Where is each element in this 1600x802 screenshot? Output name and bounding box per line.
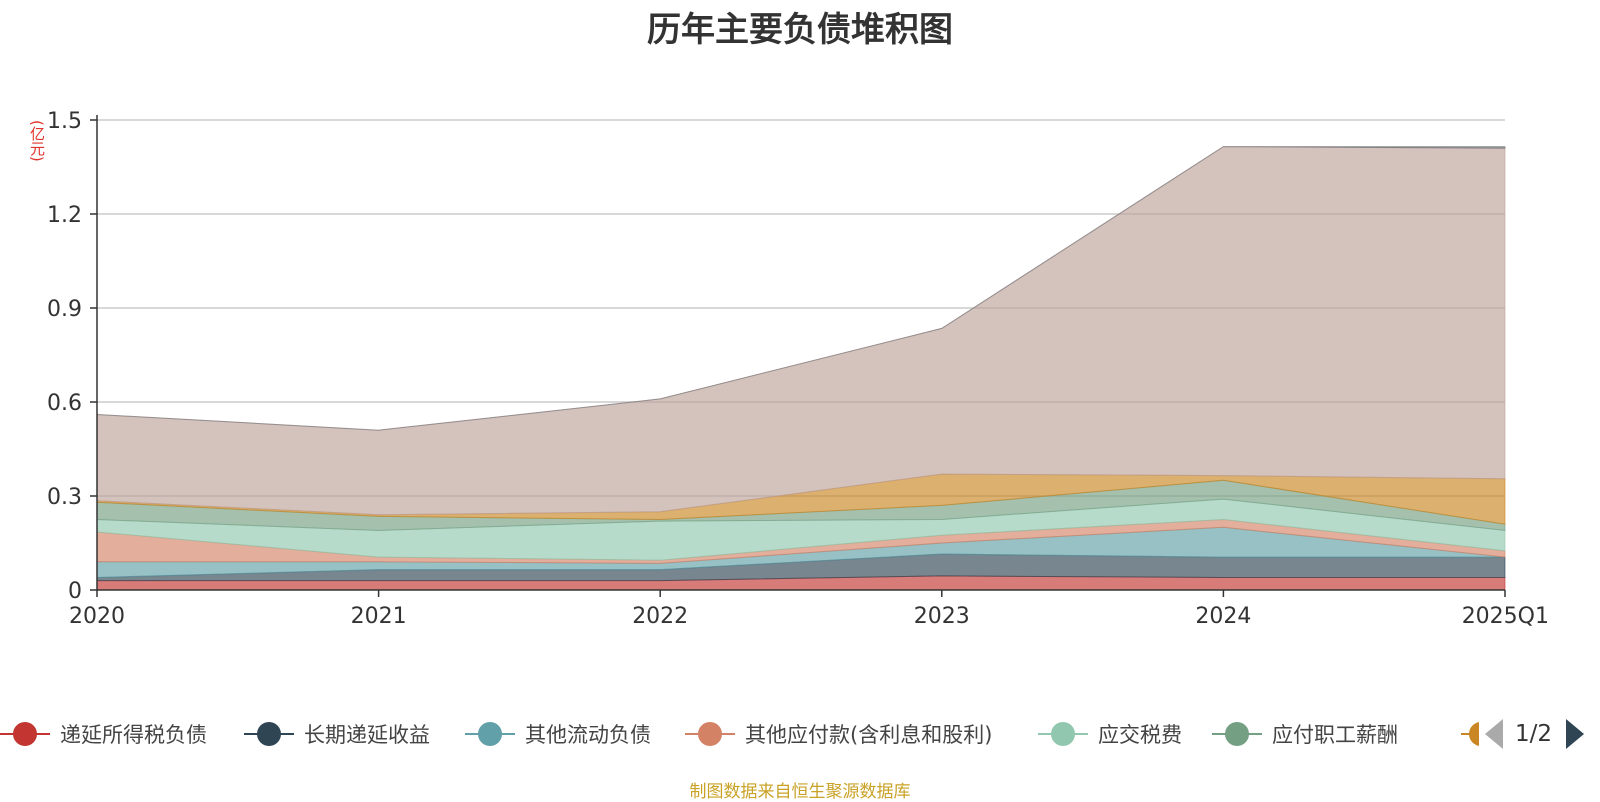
legend-label: 应付职工薪酬 — [1272, 723, 1398, 747]
legend-item-other-current[interactable]: 其他流动负债 — [465, 714, 651, 754]
legend-label: 其他流动负债 — [525, 723, 651, 747]
x-tick-label: 2020 — [69, 604, 125, 629]
axes: 0 0.3 0.6 0.9 1.2 1.5 2020 2021 2022 2023 2024 2025… — [47, 109, 1549, 629]
legend-item-long-term-deferred[interactable]: 长期递延收益 — [244, 714, 430, 754]
legend-item-other-payables[interactable]: 其他应付款(含利息和股利) — [685, 714, 992, 754]
data-source-note: 制图数据来自恒生聚源数据库 — [689, 782, 911, 802]
legend-marker — [0, 719, 50, 749]
legend-item-taxes-payable[interactable]: 应交税费 — [1038, 714, 1182, 754]
x-tick-label: 2021 — [351, 604, 407, 629]
legend-marker — [685, 719, 735, 749]
y-tick-label: 1.5 — [47, 109, 82, 134]
stacked-area-chart: 0 0.3 0.6 0.9 1.2 1.5 2020 2021 2022 2023 2024 2025… — [47, 109, 1549, 629]
legend-label: 递延所得税负债 — [60, 723, 207, 747]
legend-marker — [1212, 719, 1262, 749]
x-tick-label: 2024 — [1195, 604, 1251, 629]
legend-item-clipped — [1461, 714, 1479, 754]
x-tick-label: 2025Q1 — [1462, 604, 1549, 629]
legend-page-indicator: 1/2 — [1515, 721, 1553, 747]
legend-prev-page-icon[interactable] — [1485, 719, 1503, 749]
legend-item-deferred-tax[interactable]: 递延所得税负债 — [0, 714, 207, 754]
chart-title: 历年主要负债堆积图 — [647, 10, 953, 50]
legend-pager: 1/2 — [1485, 714, 1585, 754]
y-tick-label: 1.2 — [47, 203, 82, 228]
x-tick-label: 2022 — [632, 604, 688, 629]
area-series — [96, 146, 1506, 516]
y-tick-label: 0.6 — [47, 391, 82, 416]
y-tick-label: 0 — [68, 579, 82, 604]
legend-item-employee-pay[interactable]: 应付职工薪酬 — [1212, 714, 1398, 754]
y-tick-label: 0.9 — [47, 297, 82, 322]
legend-next-page-icon[interactable] — [1566, 719, 1585, 749]
legend-label: 应交税费 — [1098, 723, 1182, 747]
legend: 递延所得税负债 长期递延收益 其他流动负债 其他应付款(含利息和股利) 应交税费… — [0, 714, 1600, 754]
y-axis-unit-label: (亿元) — [28, 120, 46, 162]
area-series-layer — [96, 146, 1506, 591]
x-tick-label: 2023 — [914, 604, 970, 629]
legend-marker — [1038, 719, 1088, 749]
y-tick-label: 0.3 — [47, 485, 82, 510]
legend-label: 其他应付款(含利息和股利) — [745, 723, 993, 747]
area-series — [96, 146, 1506, 431]
legend-label: 长期递延收益 — [304, 723, 430, 747]
legend-marker — [465, 719, 515, 749]
legend-marker — [244, 719, 294, 749]
